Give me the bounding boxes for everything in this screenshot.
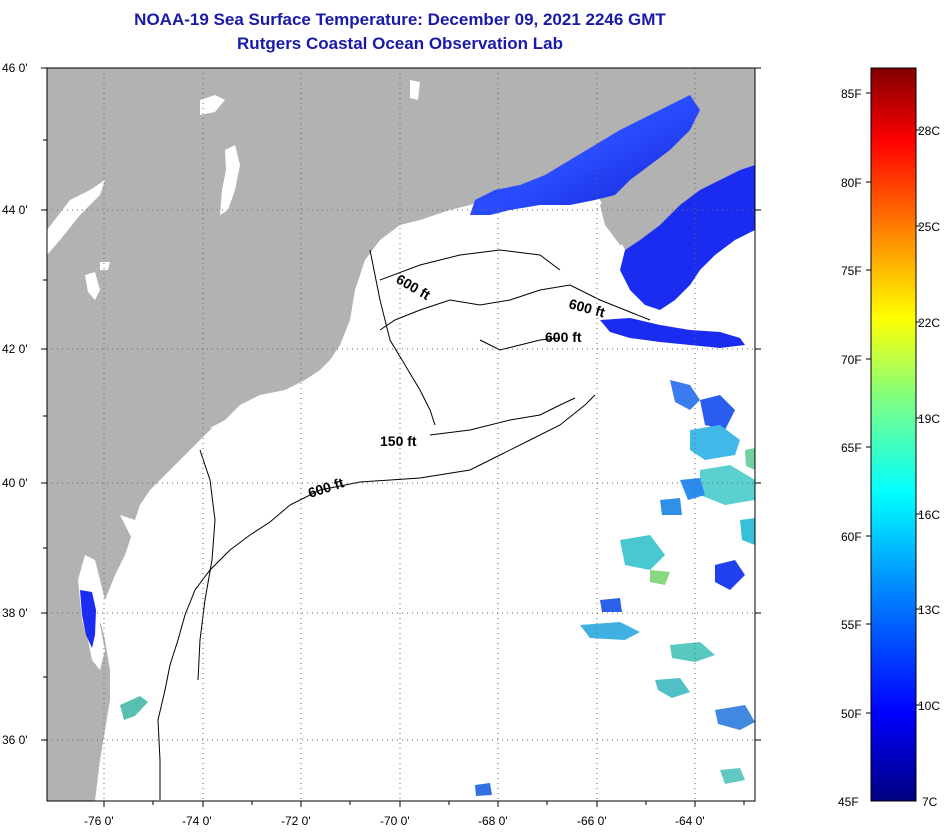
delaware-bay xyxy=(120,515,155,555)
colorbar-label-19c: 19C xyxy=(918,412,940,426)
lat-label-44: 44 0' xyxy=(2,203,28,217)
colorbar-label-50f: 50F xyxy=(841,707,862,721)
lat-label-38: 38 0' xyxy=(2,606,28,620)
plot-frame xyxy=(46,67,756,802)
colorbar-label-28c: 28C xyxy=(918,124,940,138)
contour-label-150ft: 150 ft xyxy=(380,433,417,449)
map-title: NOAA-19 Sea Surface Temperature: Decembe… xyxy=(134,10,666,29)
lat-label-42: 42 0' xyxy=(2,342,28,356)
land-nova-scotia xyxy=(600,95,755,245)
chesapeake-cold-water xyxy=(80,590,96,648)
lon-label-68: -68 0' xyxy=(478,814,508,828)
map-subtitle: Rutgers Coastal Ocean Observation Lab xyxy=(237,34,563,53)
colorbar-label-75f: 75F xyxy=(841,264,862,278)
tick-marks xyxy=(41,67,761,807)
colorbar-label-7c: 7C xyxy=(922,795,938,809)
georges-bank-cold-water xyxy=(600,318,745,348)
colorbar-label-85f: 85F xyxy=(841,87,862,101)
lat-label-36: 36 0' xyxy=(2,733,28,747)
colorbar-label-22c: 22C xyxy=(918,316,940,330)
colorbar-label-10c: 10C xyxy=(918,699,940,713)
scotian-shelf-cold-water xyxy=(620,165,755,310)
colorbar-label-13c: 13C xyxy=(918,603,940,617)
lake xyxy=(85,272,100,300)
colorbar-label-25c: 25C xyxy=(918,220,940,234)
graticule xyxy=(47,68,755,801)
lat-label-40: 40 0' xyxy=(2,476,28,490)
sst-patches xyxy=(120,380,755,796)
colorbar-label-60f: 60F xyxy=(841,530,862,544)
lon-label-72: -72 0' xyxy=(281,814,311,828)
lake xyxy=(410,80,420,100)
lake xyxy=(220,145,240,215)
land-north-america xyxy=(47,68,755,801)
bathymetry-contours xyxy=(157,249,651,800)
lon-label-70: -70 0' xyxy=(380,814,410,828)
colorbar-label-16c: 16C xyxy=(918,508,940,522)
long-island-sound xyxy=(210,385,320,432)
colorbar-ticks xyxy=(866,92,921,714)
lon-label-76: -76 0' xyxy=(84,814,114,828)
contour-label-600ft-georges: 600 ft xyxy=(545,329,582,345)
colorbar-label-80f: 80F xyxy=(841,176,862,190)
lon-label-66: -66 0' xyxy=(577,814,607,828)
lon-label-64: -64 0' xyxy=(675,814,705,828)
lake xyxy=(100,262,110,270)
colorbar-label-70f: 70F xyxy=(841,353,862,367)
lon-label-74: -74 0' xyxy=(182,814,212,828)
colorbar-label-45f: 45F xyxy=(838,795,859,809)
colorbar xyxy=(870,67,917,802)
lat-label-46: 46 0' xyxy=(2,61,28,75)
lake-ontario xyxy=(47,180,105,255)
colorbar-label-55f: 55F xyxy=(841,618,862,632)
bay-of-fundy-cold-water xyxy=(470,95,700,215)
lake xyxy=(200,95,225,115)
colorbar-label-65f: 65F xyxy=(841,441,862,455)
